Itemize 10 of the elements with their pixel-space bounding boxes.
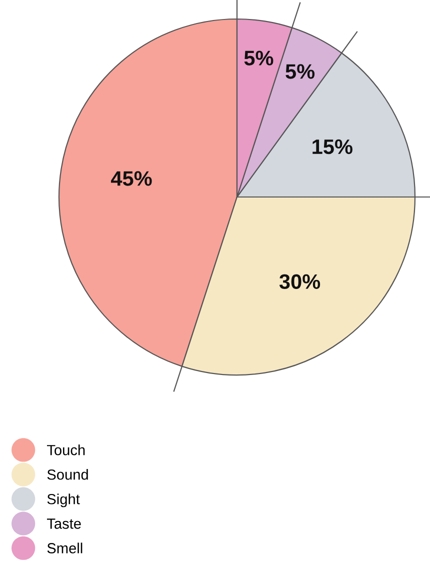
data-label: 45% <box>110 171 152 186</box>
legend-label: Sound <box>47 469 88 480</box>
data-label: 5% <box>286 64 315 79</box>
legend-label: Taste <box>46 518 81 529</box>
data-label: 15% <box>312 139 352 154</box>
legend-label: Smell <box>47 542 82 554</box>
data-label: 5% <box>244 50 274 66</box>
legend-label: Touch <box>46 444 85 456</box>
legend-label: Sight <box>47 494 80 508</box>
data-label: 30% <box>279 274 320 290</box>
